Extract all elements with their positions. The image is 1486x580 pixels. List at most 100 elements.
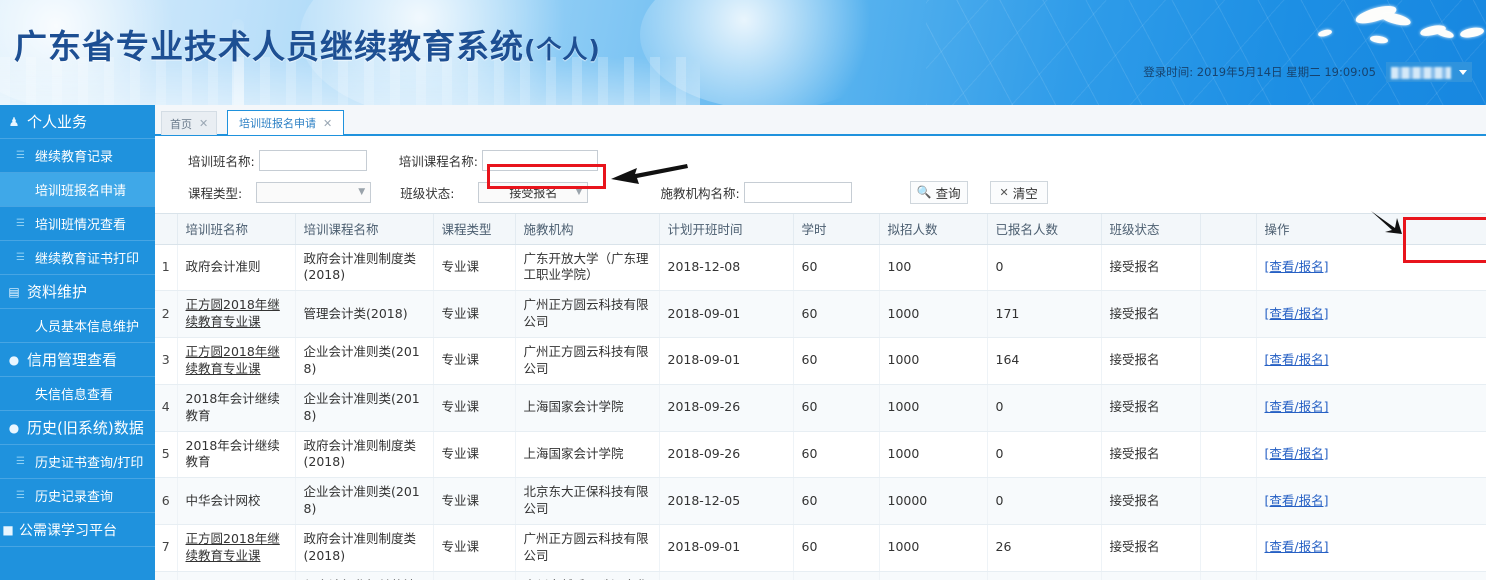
cell-start-date: 2018-09-26 (659, 431, 794, 479)
sidebar-item-training-status[interactable]: ☰ 培训班情况查看 (0, 207, 155, 240)
divider (0, 138, 155, 139)
sidebar-group-history-data[interactable]: ● 历史(旧系统)数据 (0, 411, 155, 444)
cell-operation: [查看/报名] (1256, 571, 1486, 580)
sidebar-item-history-certificate[interactable]: ☰ 历史证书查询/打印 (0, 445, 155, 478)
cell-class-name: 政府会计准则 (177, 244, 296, 292)
cell-course-name: 政府会计准则制度类(2018) (295, 244, 434, 292)
sidebar-group-public-course-platform[interactable]: ■ 公需课学习平台 (0, 513, 155, 546)
sidebar-item-label: 历史记录查询 (35, 490, 114, 505)
view-enroll-link[interactable]: [查看/报名] (1264, 305, 1329, 321)
col-class-status: 班级状态 (1101, 214, 1201, 245)
cell-index: 7 (155, 524, 178, 572)
course-name-input[interactable] (481, 149, 598, 171)
cell-organization: 广州正方圆云科技有限公司 (515, 524, 660, 572)
sidebar-item-label: 人员基本信息维护 (35, 320, 140, 335)
sidebar-item-education-record[interactable]: ☰ 继续教育记录 (0, 139, 155, 172)
cell-start-date: 2018-09-01 (659, 524, 794, 572)
divider (0, 478, 155, 479)
view-enroll-link[interactable]: [查看/报名] (1264, 352, 1329, 368)
cell-organization: 广州市越秀区珠江文化教育培训中心 (515, 571, 660, 580)
list-icon: ☰ (16, 217, 25, 229)
class-status-select[interactable]: 接受报名 ▼ (478, 181, 589, 203)
cell-index: 1 (155, 244, 178, 292)
chevron-down-icon (1459, 69, 1467, 75)
cell-class-status: 接受报名 (1101, 384, 1201, 432)
cell-course-type: 专业课 (433, 384, 516, 432)
col-course-name: 培训课程名称 (295, 214, 434, 245)
sidebar-nav: ♟ 个人业务 ☰ 继续教育记录 培训班报名申请 ☰ 培训班情况查看 ☰ 继续教育… (0, 105, 155, 580)
cell-spacer (1200, 524, 1257, 572)
course-type-select[interactable]: ▼ (256, 181, 372, 203)
table-row: 7 正方圆2018年继续教育专业课 政府会计准则制度类(2018) 专业课 广州正方圆云… (155, 524, 1486, 572)
divider (0, 308, 155, 309)
close-icon[interactable]: ✕ (199, 117, 209, 130)
cell-organization: 北京东大正保科技有限公司 (515, 477, 660, 525)
cell-class-status: 接受报名 (1101, 244, 1201, 292)
cell-index: 5 (155, 431, 178, 479)
cell-hours: 60 (793, 524, 880, 572)
close-icon[interactable]: ✕ (323, 116, 333, 130)
org-name-input[interactable] (743, 181, 852, 203)
cell-course-type: 专业课 (433, 477, 516, 525)
sidebar-item-dishonesty-info[interactable]: 失信信息查看 (0, 377, 155, 410)
cell-course-name: 企业会计准则类(2018) (295, 337, 434, 385)
divider (0, 444, 155, 445)
table-row: 8会计行业法律法规与会计行业相关的法律法规等(2018)专业课广州市越秀区珠江文… (155, 571, 1486, 580)
cell-course-name: 企业会计准则类(2018) (295, 477, 434, 525)
clear-button[interactable]: ✕ 清空 (989, 180, 1048, 204)
tab-training-enrollment[interactable]: 培训班报名申请 ✕ (227, 110, 345, 135)
cell-organization: 广州正方圆云科技有限公司 (515, 337, 660, 385)
cell-operation: [查看/报名] (1256, 431, 1486, 479)
shield-icon: ● (8, 352, 20, 367)
query-button[interactable]: 🔍 查询 (909, 180, 968, 204)
table-row: 1 政府会计准则 政府会计准则制度类(2018) 专业课 广东开放大学（广东理工职业学院… (155, 244, 1486, 292)
sidebar-item-history-record[interactable]: ☰ 历史记录查询 (0, 479, 155, 512)
tab-home[interactable]: 首页 ✕ (161, 111, 218, 135)
divider (0, 206, 155, 207)
cell-spacer (1200, 337, 1257, 385)
sidebar-item-label: 继续教育证书打印 (35, 252, 140, 267)
view-enroll-link[interactable]: [查看/报名] (1264, 258, 1329, 274)
view-enroll-link[interactable]: [查看/报名] (1264, 399, 1329, 415)
cell-class-status: 接受报名 (1101, 431, 1201, 479)
divider (0, 342, 155, 343)
divider (0, 546, 155, 547)
cell-course-type: 专业课 (433, 571, 516, 580)
cell-class-name: 正方圆2018年继续教育专业课 (177, 290, 296, 338)
view-enroll-link[interactable]: [查看/报名] (1264, 539, 1329, 555)
list-icon: ☰ (16, 455, 25, 467)
cell-planned-count: 100 (879, 244, 988, 292)
cell-course-name: 政府会计准则制度类(2018) (295, 524, 434, 572)
person-icon: ♟ (8, 114, 20, 129)
cell-operation: [查看/报名] (1256, 244, 1486, 292)
divider (0, 376, 155, 377)
sidebar-item-training-enrollment[interactable]: 培训班报名申请 (0, 173, 155, 206)
cell-index: 3 (155, 337, 178, 385)
sidebar-group-personal-business[interactable]: ♟ 个人业务 (0, 105, 155, 138)
divider (0, 274, 155, 275)
cell-operation: [查看/报名] (1256, 290, 1486, 338)
view-enroll-link[interactable]: [查看/报名] (1264, 445, 1329, 461)
class-name-input[interactable] (258, 149, 367, 171)
cell-enrolled-count: 0 (987, 384, 1102, 432)
col-index (155, 214, 178, 245)
cell-organization: 上海国家会计学院 (515, 431, 660, 479)
square-icon: ■ (2, 522, 14, 537)
cell-hours: 60 (793, 384, 880, 432)
site-banner: 广东省专业技术人员继续教育系统(个人) 登录时间: 2019年5月14日 星期二… (0, 0, 1486, 105)
cloud-decoration (0, 0, 200, 105)
col-enrolled-count: 已报名人数 (987, 214, 1102, 245)
cell-start-date: 2018-09-01 (659, 290, 794, 338)
user-menu-button[interactable] (1386, 62, 1472, 82)
sidebar-group-data-maintenance[interactable]: ▤ 资料维护 (0, 275, 155, 308)
cell-index: 6 (155, 477, 178, 525)
sidebar-item-certificate-print[interactable]: ☰ 继续教育证书打印 (0, 241, 155, 274)
sidebar-item-personal-info[interactable]: 人员基本信息维护 (0, 309, 155, 342)
cell-spacer (1200, 384, 1257, 432)
tab-strip: 首页 ✕ 培训班报名申请 ✕ (155, 105, 1486, 136)
cell-course-name: 与会计行业相关的法律法规等(2018) (295, 571, 434, 580)
tab-label: 培训班报名申请 (239, 117, 317, 130)
cell-spacer (1200, 244, 1257, 292)
sidebar-group-credit-management[interactable]: ● 信用管理查看 (0, 343, 155, 376)
view-enroll-link[interactable]: [查看/报名] (1264, 492, 1329, 508)
